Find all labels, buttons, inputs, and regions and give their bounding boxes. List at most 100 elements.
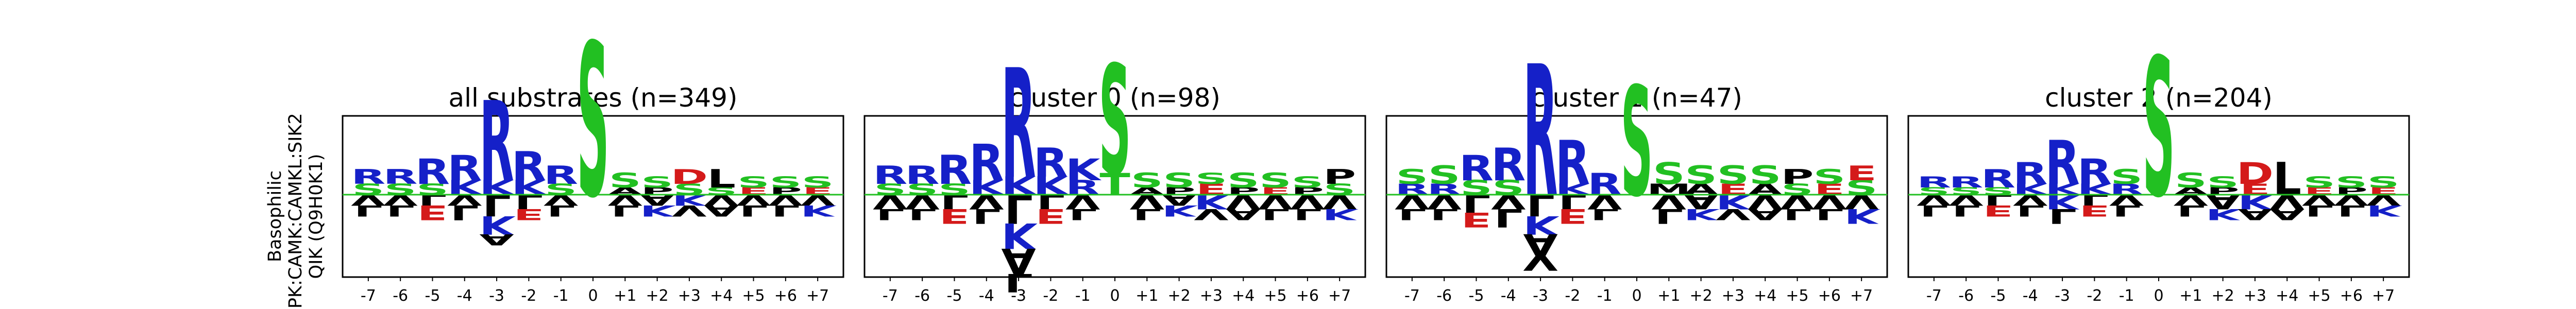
logo-down-2-0: L [418,191,447,209]
logo-down-0-1: L [876,205,904,223]
logo-up-3-0: S [1492,176,1524,200]
x-tick-label: +7 [2372,287,2395,305]
logo-up-7-0-letter: S [577,0,609,245]
logo-down-2-1: E [1461,208,1492,232]
logo-up-2-0-letter: S [416,181,449,198]
logo-down-2-0: L [1984,191,2012,209]
logo-up-5-1: R [2077,151,2112,192]
panel-title: cluster 2 (n=204) [2045,83,2273,113]
logo-down-12-1: L [1261,205,1290,223]
logo-up-11-1: S [1227,169,1260,193]
logo-down-2-1-letter: E [1461,208,1492,232]
logo-down-13-0-letter: V [768,191,803,209]
logo-up-6-1-letter: R [544,161,578,190]
logo-down-1-0: V [1427,190,1461,214]
logo-down-1-0-letter: V [905,190,939,214]
logo-up-8-1: S [609,169,641,193]
logo-up-7-0: S [577,0,609,245]
logo-up-2-0: S [416,181,449,198]
logo-down-2-0: L [940,190,969,214]
logo-up-13-1-letter: S [1813,165,1845,189]
logo-up-1-0-letter: R [1427,181,1462,198]
logo-up-1-1-letter: R [1949,174,1984,191]
logo-down-0-0-letter: V [1395,190,1429,214]
logo-down-5-1-letter: E [1557,204,1588,228]
logo-up-12-0-letter: S [1781,181,1814,198]
x-tick-label: +1 [614,287,636,305]
logo-down-3-0-letter: V [447,191,482,209]
logo-down-14-0-letter: V [1844,190,1878,214]
logo-up-5-1-letter: R [512,143,546,190]
logo-up-9-1-letter: S [1685,161,1717,190]
logo-down-3-1-letter: L [450,201,479,225]
logo-down-4-2-letter: A [1523,227,1557,262]
logo-up-14-1-letter: E [1846,162,1876,185]
logo-down-13-0: V [2334,191,2368,209]
logo-up-1-1: R [1949,174,1984,191]
logo-up-9-0: A [1684,181,1718,198]
logo-up-1-1-letter: S [1428,161,1461,190]
logo-down-5-0: L [1558,190,1587,214]
logo-up-6-0: R [1065,176,1100,200]
logo-down-6-0-letter: V [1587,190,1622,214]
logo-up-7-0: S [1621,55,1653,230]
logo-up-5-1-letter: R [2077,151,2112,192]
x-tick-label: -1 [1597,287,1613,305]
logo-up-14-1: E [1846,162,1876,185]
logo-down-4-3: L [1004,268,1032,297]
logo-up-5-1: R [1555,128,1590,198]
logo-up-14-0-letter: S [1845,176,1878,200]
logo-up-11-0-letter: L [2273,153,2301,205]
x-tick-label: 0 [1110,287,1120,305]
logo-up-0-0-letter: R [1395,181,1429,198]
logo-down-5-0-letter: L [515,190,543,214]
logo-down-9-0-letter: A [2206,190,2240,214]
logo-up-0-0: S [352,181,385,198]
logo-down-0-1-letter: L [354,202,382,219]
logo-down-3-1-letter: L [972,204,1001,228]
logo-up-11-0: L [2273,153,2301,205]
logo-up-4-0: K [2045,181,2081,198]
logo-up-10-0-letter: E [1196,181,1226,198]
logo-down-14-1-letter: K [2366,202,2402,219]
x-tick-label: -6 [914,287,930,305]
logo-up-0-0: R [1395,181,1429,198]
logo-down-12-1: L [1783,205,1811,223]
logo-down-4-3-letter: V [1523,251,1557,275]
logo-down-10-0-letter: K [1194,190,1230,214]
logo-down-4-0-letter: K [2045,190,2081,214]
logo-down-1-0: V [905,190,939,214]
x-tick-label: +2 [1689,287,1712,305]
logo-up-5-1-letter: R [1033,140,1068,186]
logo-down-8-0: V [608,191,642,209]
logo-down-4-1: K [479,210,515,239]
logo-panel-2: cluster 1 (n=47)RSVL-7RSVL-6SRLE-5SRVL-4… [1385,28,1888,305]
logo-up-6-0: R [2109,181,2144,198]
logo-down-6-1-letter: L [547,202,575,219]
logo-up-2-0: S [938,181,971,198]
logo-down-5-0-letter: L [2080,191,2109,209]
logo-down-8-1-letter: L [1655,204,1683,228]
logo-down-13-0-letter: V [1812,190,1846,214]
x-tick-label: +5 [1786,287,1808,305]
logo-up-5-1-letter: R [1555,128,1590,198]
x-tick-label: -5 [947,287,962,305]
logo-up-10-0: E [2240,181,2270,198]
x-tick-label: -2 [2087,287,2102,305]
logo-down-12-1-letter: L [2305,202,2333,219]
logo-up-9-1: S [1163,169,1195,193]
logo-down-9-0: A [640,191,674,209]
panel-title: cluster 0 (n=98) [1009,83,1221,113]
logo-down-1-0-letter: V [1948,191,1983,209]
logo-up-5-1: R [512,143,546,190]
logo-down-13-1-letter: L [771,202,800,219]
logo-down-1-1-letter: L [386,202,414,219]
logo-down-4-0: L [482,187,511,222]
logo-down-2-0-letter: L [940,190,969,214]
logo-down-2-1: E [939,204,970,228]
logo-down-14-0-letter: V [800,191,835,209]
logo-down-12-0: V [1780,190,1815,214]
x-tick-label: -5 [1991,287,2006,305]
logo-down-11-0-letter: V [2270,190,2304,214]
x-tick-label: -7 [883,287,898,305]
